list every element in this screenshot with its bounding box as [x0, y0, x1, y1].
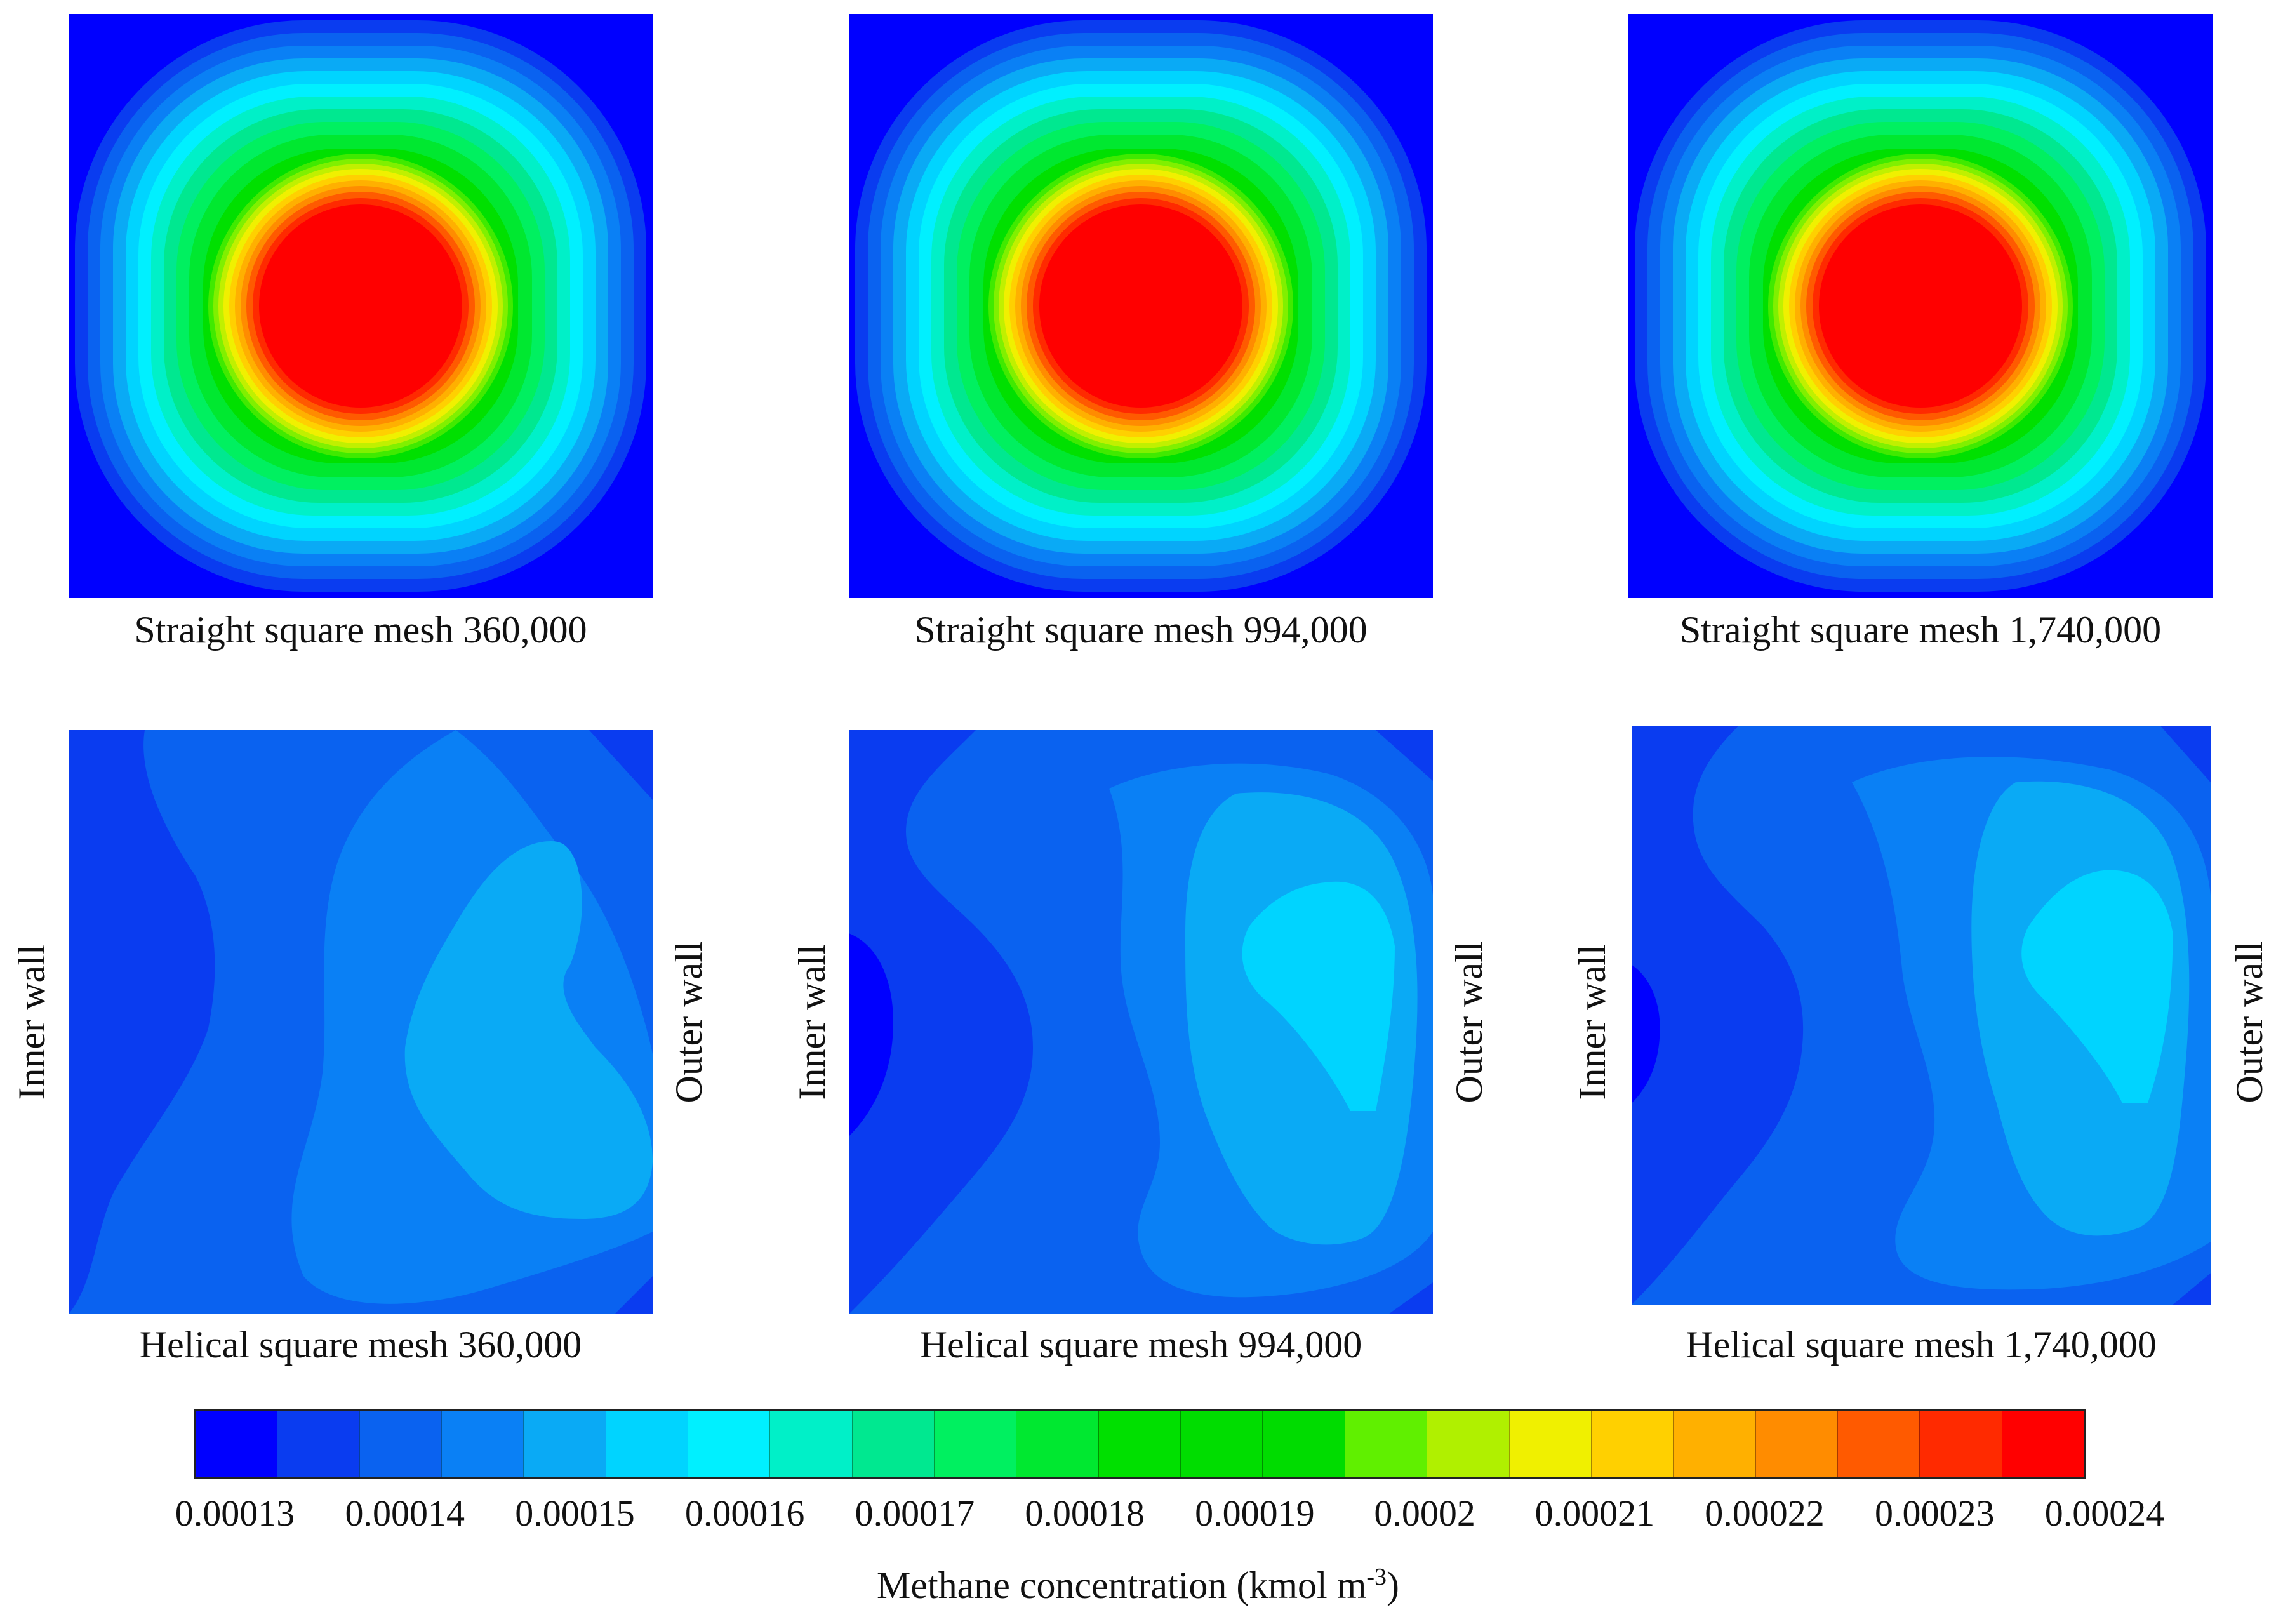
colorbar-title-exponent: -3	[1366, 1564, 1387, 1590]
colorbar-title: Methane concentration (kmol m-3)	[0, 1565, 2276, 1604]
colorbar-segment	[1755, 1411, 1837, 1477]
contour-helical-994000	[849, 730, 1433, 1314]
colorbar-tick-label: 0.0002	[1374, 1493, 1475, 1534]
colorbar-segment	[688, 1411, 770, 1477]
colorbar-segment	[441, 1411, 524, 1477]
contour-plot-svg	[69, 730, 653, 1314]
caption-helical-1740000: Helical square mesh 1,740,000	[1686, 1324, 2157, 1366]
colorbar-segment	[1508, 1411, 1591, 1477]
colorbar-segment	[934, 1411, 1016, 1477]
inner-wall-label: Inner wall	[791, 944, 833, 1100]
caption-helical-994000: Helical square mesh 994,000	[919, 1324, 1362, 1366]
colorbar-tick-label: 0.00023	[1875, 1493, 1995, 1534]
colorbar-tick-label: 0.00016	[684, 1493, 805, 1534]
colorbar-segment	[851, 1411, 935, 1477]
colorbar-segment	[1098, 1411, 1181, 1477]
colorbar-tick-label: 0.00018	[1025, 1493, 1145, 1534]
colorbar-segment	[1016, 1411, 1098, 1477]
inner-wall-label: Inner wall	[1571, 944, 1613, 1100]
caption-helical-360000: Helical square mesh 360,000	[139, 1324, 582, 1366]
colorbar-tick-label: 0.00013	[175, 1493, 295, 1534]
outer-wall-label: Outer wall	[668, 941, 710, 1103]
colorbar-segment	[1590, 1411, 1674, 1477]
contour-straight-1740000	[1628, 14, 2213, 598]
colorbar-segment	[1673, 1411, 1755, 1477]
colorbar-tick-label: 0.00022	[1705, 1493, 1825, 1534]
colorbar-segment	[1837, 1411, 1920, 1477]
colorbar-segment	[1427, 1411, 1509, 1477]
outer-wall-label: Outer wall	[1448, 941, 1490, 1103]
contour-plot-svg	[1628, 14, 2213, 598]
caption-straight-994000: Straight square mesh 994,000	[914, 609, 1368, 651]
colorbar-segment	[769, 1411, 852, 1477]
colorbar-tick-label: 0.00014	[345, 1493, 465, 1534]
contour-helical-1740000	[1632, 726, 2211, 1305]
colorbar-segment	[1919, 1411, 2002, 1477]
contour-straight-994000	[849, 14, 1433, 598]
colorbar-title-text: Methane concentration (kmol m	[876, 1564, 1367, 1606]
colorbar-tick-label: 0.00015	[515, 1493, 635, 1534]
colorbar-segment	[2001, 1411, 2084, 1477]
colorbar-tick-label: 0.00024	[2044, 1493, 2165, 1534]
contour-plot-svg	[69, 14, 653, 598]
contour-plot-svg	[849, 14, 1433, 598]
colorbar-tick-label: 0.00021	[1534, 1493, 1655, 1534]
outer-wall-label: Outer wall	[2228, 941, 2270, 1103]
colorbar-segment	[1262, 1411, 1345, 1477]
colorbar-segment	[523, 1411, 606, 1477]
colorbar	[194, 1409, 2086, 1479]
colorbar-tick-label: 0.00019	[1195, 1493, 1315, 1534]
colorbar-segment	[359, 1411, 442, 1477]
caption-straight-1740000: Straight square mesh 1,740,000	[1679, 609, 2162, 651]
colorbar-segment	[605, 1411, 688, 1477]
colorbar-segment	[196, 1411, 277, 1477]
colorbar-segment	[1180, 1411, 1263, 1477]
caption-straight-360000: Straight square mesh 360,000	[134, 609, 587, 651]
colorbar-segment	[1344, 1411, 1427, 1477]
contour-straight-360000	[69, 14, 653, 598]
inner-wall-label: Inner wall	[11, 944, 53, 1100]
contour-plot-svg	[1632, 726, 2211, 1305]
contour-plot-svg	[849, 730, 1433, 1314]
colorbar-segments	[194, 1409, 2086, 1479]
colorbar-tick-label: 0.00017	[855, 1493, 975, 1534]
colorbar-title-end: )	[1387, 1564, 1400, 1606]
contour-helical-360000	[69, 730, 653, 1314]
colorbar-segment	[277, 1411, 359, 1477]
